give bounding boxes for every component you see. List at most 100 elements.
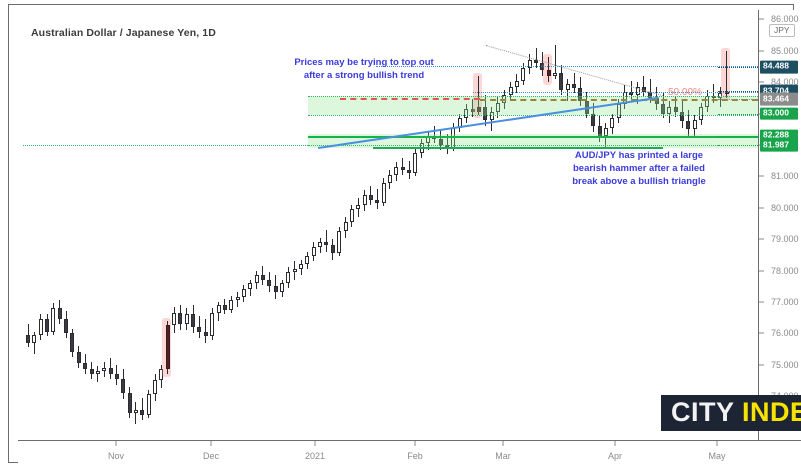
time-tick-label: Dec [202,451,220,461]
top-out-note-line: Prices may be trying to top out [294,57,434,68]
candle-body [356,204,361,210]
candle-body [248,283,253,290]
candle-body [184,314,189,324]
price-tick-mark [759,301,764,303]
price-badge[interactable]: 83.000 [760,107,798,120]
candle-wick [141,397,143,420]
price-tick-label: 80.000 [771,202,799,213]
price-tick-mark [759,332,764,334]
candle-body [718,93,723,98]
candle-body [165,325,170,370]
candle-body [661,104,665,114]
highlighted-candle-marker [721,47,730,101]
bearish-hammer-note-line: bearish hammer after a failed [572,162,705,174]
support-dotted-green [308,145,758,147]
price-badge-level-line [718,135,758,137]
price-tick-label: 81.000 [771,171,799,182]
candle-body [159,369,164,381]
candle-body [610,118,615,128]
candle-body [203,331,208,337]
candle-body [680,112,685,122]
red-dashed-level [340,97,480,100]
price-badge-level-line [718,66,758,68]
candle-wick [567,79,569,102]
candle-wick [472,99,473,117]
candle-body [692,119,697,130]
time-tick-mark [716,441,718,446]
candle-body [502,94,507,103]
candle-wick [643,75,645,97]
candle-body [375,199,380,203]
candle-body [521,68,526,81]
time-tick-label: Apr [607,451,623,461]
top-out-note-line: after a strong bullish trend [303,69,425,81]
candle-body [32,334,37,343]
candle-body [311,246,316,257]
time-tick-label: May [708,451,726,461]
price-tick-label: 79.000 [771,234,799,245]
currency-badge: JPY [769,24,795,38]
candle-body [641,86,646,92]
time-tick-label: Feb [407,451,423,461]
price-badge[interactable]: 81.987 [760,138,798,152]
candle-wick [205,319,207,343]
candle-body [254,275,259,284]
candle-wick [262,265,264,285]
time-axis[interactable]: Nov Dec 2021 Feb Mar Apr May [18,440,801,467]
candle-body [222,305,227,310]
price-tick-label: 75.000 [771,359,799,370]
logo-space [734,397,742,427]
candle-body [667,107,672,114]
price-badge[interactable]: 83.464 [760,92,798,106]
price-tick-mark [759,364,764,366]
candle-wick [97,366,99,382]
candle-wick [554,44,556,80]
candle-body [673,107,678,112]
candle-wick [605,122,607,149]
bearish-hammer-note: AUD/JPY has printed a large bearish hamme… [572,150,706,188]
candle-body [191,314,196,327]
candle-body [133,410,138,414]
price-badge[interactable]: 84.488 [760,60,798,74]
candle-body [394,166,399,175]
candle-body [591,113,596,127]
candle-wick [402,157,404,175]
price-tick-label: 78.000 [771,265,799,276]
candle-body [330,245,335,254]
candle-body [438,138,443,145]
city-index-logo: CITY INDEX [661,395,801,431]
candle-body [260,275,265,280]
candle-body [89,369,94,375]
time-tick-label: Nov [107,451,125,461]
candle-body [616,104,621,119]
candle-body [407,170,411,174]
fib-50-label: 50.00% [668,87,702,98]
candle-body [699,107,704,120]
bearish-hammer-note-line: AUD/JPY has printed a large [574,150,704,161]
resistance-dotted-upper [376,66,758,68]
candle-wick [446,133,448,155]
candle-body [178,312,183,324]
candle-body [273,286,278,293]
upper-zone-dotted-bottom [308,115,758,117]
candle-body [318,242,323,247]
candle-wick [33,331,35,354]
candle-body [38,319,43,335]
candle-body [457,118,462,128]
price-tick-mark [759,175,764,177]
candle-body [241,289,246,298]
price-badge-level-line [718,91,758,93]
price-plot-area[interactable]: 50.00% [18,10,758,440]
candle-body [559,72,564,91]
candle-wick [478,75,480,116]
price-tick-label: 76.000 [771,328,799,339]
candle-body [26,334,30,343]
candle-body [635,86,640,95]
time-tick-mark [314,441,316,446]
price-axis[interactable]: JPY 86.00085.00084.00083.00082.00081.000… [758,10,801,440]
candle-wick [135,402,137,425]
candle-body [400,166,405,171]
candle-wick [573,72,575,94]
candle-body [102,367,107,371]
